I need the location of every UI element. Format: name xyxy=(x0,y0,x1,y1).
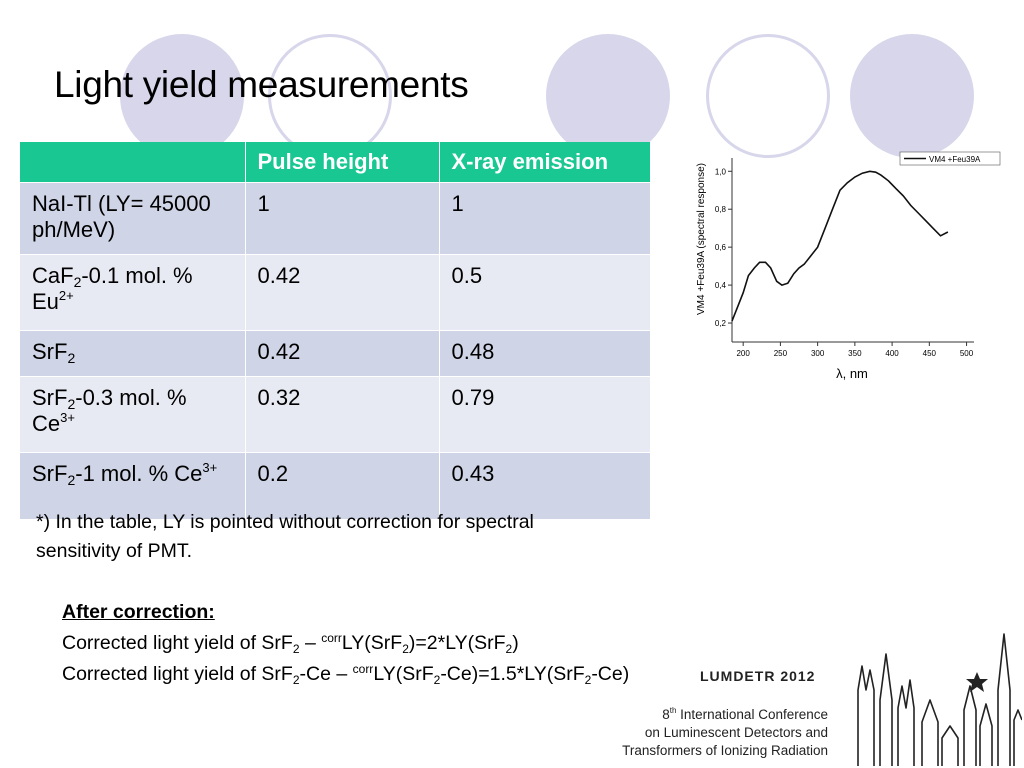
conference-line-3: Transformers of Ionizing Radiation xyxy=(622,743,828,758)
chart-x-tick-label: 500 xyxy=(960,349,974,358)
chart-x-tick-label: 350 xyxy=(848,349,862,358)
sample-subscript: 2 xyxy=(67,396,76,412)
conference-name: LUMDETR 2012 xyxy=(700,668,816,684)
chart-y-tick-label: 0,8 xyxy=(715,205,727,214)
header-sample xyxy=(20,142,246,183)
chart-y-tick-label: 0,4 xyxy=(715,281,727,290)
chart-x-tick-label: 200 xyxy=(736,349,750,358)
chart-y-tick-label: 1,0 xyxy=(715,167,727,176)
conference-description: 8th International Conference on Luminesc… xyxy=(622,706,828,760)
correction-line: Corrected light yield of SrF2-Ce – corrL… xyxy=(62,662,630,687)
table-row: SrF2-1 mol. % Ce3+ 0.2 0.43 xyxy=(20,452,651,519)
sample-cell: SrF2-1 mol. % Ce3+ xyxy=(20,452,246,519)
spectral-response-chart: 200 250 300 350 400 450 500 0,2 0,4 0,6 0,8 1,0 VM4… xyxy=(696,151,1001,381)
table-row: SrF2-0.3 mol. % Ce3+ 0.32 0.79 xyxy=(20,376,651,453)
table-row: SrF2 0.42 0.48 xyxy=(20,330,651,377)
sample-subscript: 2 xyxy=(67,350,76,366)
correction-line: Corrected light yield of SrF2 – corrLY(S… xyxy=(62,631,519,656)
sample-name: SrF xyxy=(32,461,68,486)
chart-x-tick-label: 400 xyxy=(885,349,899,358)
xray-emission-cell: 0.5 xyxy=(439,254,651,331)
pulse-height-cell: 1 xyxy=(245,182,440,255)
sample-name: CaF xyxy=(32,263,74,288)
table-row: NaI-Tl (LY= 45000 ph/MeV) 1 1 xyxy=(20,182,651,255)
chart-y-tick-label: 0,2 xyxy=(715,319,727,328)
decor-circle-1 xyxy=(120,34,244,158)
sample-name: NaI-Tl (LY= 45000 ph/MeV) xyxy=(32,191,211,242)
sample-superscript: 3+ xyxy=(60,410,75,425)
sample-cell: CaF2-0.1 mol. % Eu2+ xyxy=(20,254,246,331)
chart-x-tick-label: 450 xyxy=(923,349,937,358)
sample-name-tail: -0.3 mol. % Ce xyxy=(32,385,187,436)
chart-x-tick-label: 300 xyxy=(811,349,825,358)
sample-superscript: 3+ xyxy=(202,460,218,475)
table-footnote: *) In the table, LY is pointed without c… xyxy=(36,511,534,562)
chart-ylabel: VM4 +Feu39A (spectral response) xyxy=(696,163,707,315)
table-row: CaF2-0.1 mol. % Eu2+ 0.42 0.5 xyxy=(20,254,651,331)
xray-emission-cell: 0.43 xyxy=(439,452,651,519)
xray-emission-cell: 0.79 xyxy=(439,376,651,453)
conference-line-2: on Luminescent Detectors and xyxy=(644,725,828,740)
chart-series-line xyxy=(731,170,949,322)
pulse-height-cell: 0.42 xyxy=(245,254,440,331)
chart-y-tick-label: 0,6 xyxy=(715,243,727,252)
sample-name: SrF xyxy=(32,385,68,410)
slide-title: Light yield measurements xyxy=(54,64,469,105)
conference-line-1: 8th International Conference xyxy=(662,706,828,723)
chart-legend-label: VM4 +Feu39A xyxy=(929,155,981,164)
decor-circle-4 xyxy=(706,34,830,158)
chart-xlabel: λ, nm xyxy=(836,366,868,381)
sample-cell: NaI-Tl (LY= 45000 ph/MeV) xyxy=(20,182,246,255)
chart-legend-box xyxy=(899,151,1001,166)
pulse-height-cell: 0.42 xyxy=(245,330,440,377)
sample-subscript: 2 xyxy=(67,472,76,488)
xray-emission-cell: 0.48 xyxy=(439,330,651,377)
sample-cell: SrF2 xyxy=(20,330,246,377)
decor-circle-2 xyxy=(268,34,392,158)
city-skyline-logo xyxy=(857,633,1022,766)
pulse-height-cell: 0.2 xyxy=(245,452,440,519)
sample-superscript: 2+ xyxy=(58,288,74,303)
star-icon xyxy=(966,672,988,692)
sample-name-tail: -0.1 mol. % Eu xyxy=(32,263,193,314)
header-xray-emission: X-ray emission xyxy=(439,142,651,183)
table-header-row: Pulse height X-ray emission xyxy=(20,142,651,183)
sample-subscript: 2 xyxy=(73,274,82,290)
xray-emission-cell: 1 xyxy=(439,182,651,255)
correction-heading: After correction: xyxy=(62,601,215,623)
header-pulse-height: Pulse height xyxy=(245,142,440,183)
chart-x-tick-label: 250 xyxy=(774,349,788,358)
decor-circle-5 xyxy=(850,34,974,158)
pulse-height-cell: 0.32 xyxy=(245,376,440,453)
light-yield-table: Pulse height X-ray emission NaI-Tl (LY= … xyxy=(20,142,651,519)
sample-cell: SrF2-0.3 mol. % Ce3+ xyxy=(20,376,246,453)
correction-block: After correction: Corrected light yield … xyxy=(62,597,762,690)
sample-name: SrF xyxy=(32,339,68,364)
decor-circle-3 xyxy=(546,34,670,158)
sample-name-tail: -1 mol. % Ce xyxy=(75,461,203,486)
